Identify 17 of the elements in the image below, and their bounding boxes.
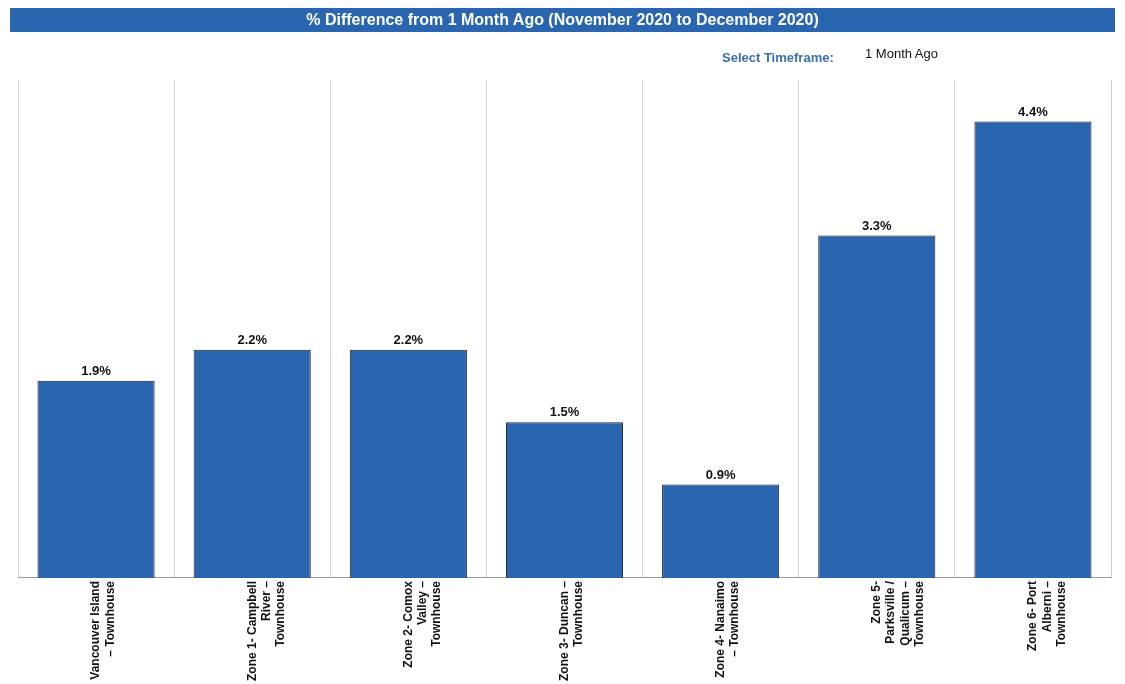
text: 1 Month Ago: [865, 46, 938, 61]
text: Select Timeframe:: [722, 50, 834, 65]
x-tick-label: Zone 2- Comox Valley – Townhouse: [400, 580, 444, 668]
data-label: 4.4%: [1018, 103, 1049, 119]
x-tick-label: Zone 4- Nanaimo – Townhouse: [712, 580, 742, 678]
data-label: 2.2%: [393, 331, 424, 347]
x-tick-label: Zone 6- Port Alberni – Townhouse: [1025, 580, 1069, 651]
data-label: 1.5%: [549, 404, 580, 420]
data-label: 2.2%: [237, 331, 268, 347]
chart-title: % Difference from 1 Month Ago (November 2020 to December 2020): [10, 8, 1115, 32]
data-label: 1.9%: [81, 362, 112, 378]
x-tick-label: Zone 5- Parksville / Qualicum – Townhouse: [869, 580, 927, 647]
x-tick-label: Zone 3- Duncan – Townhouse: [556, 580, 586, 681]
data-label: 0.9%: [705, 466, 736, 482]
x-tick-label: Zone 1- Campbell River – Townhouse: [244, 580, 288, 681]
data-label: 3.3%: [861, 217, 893, 233]
x-tick-label: Vancouver Island – Townhouse: [88, 580, 117, 680]
